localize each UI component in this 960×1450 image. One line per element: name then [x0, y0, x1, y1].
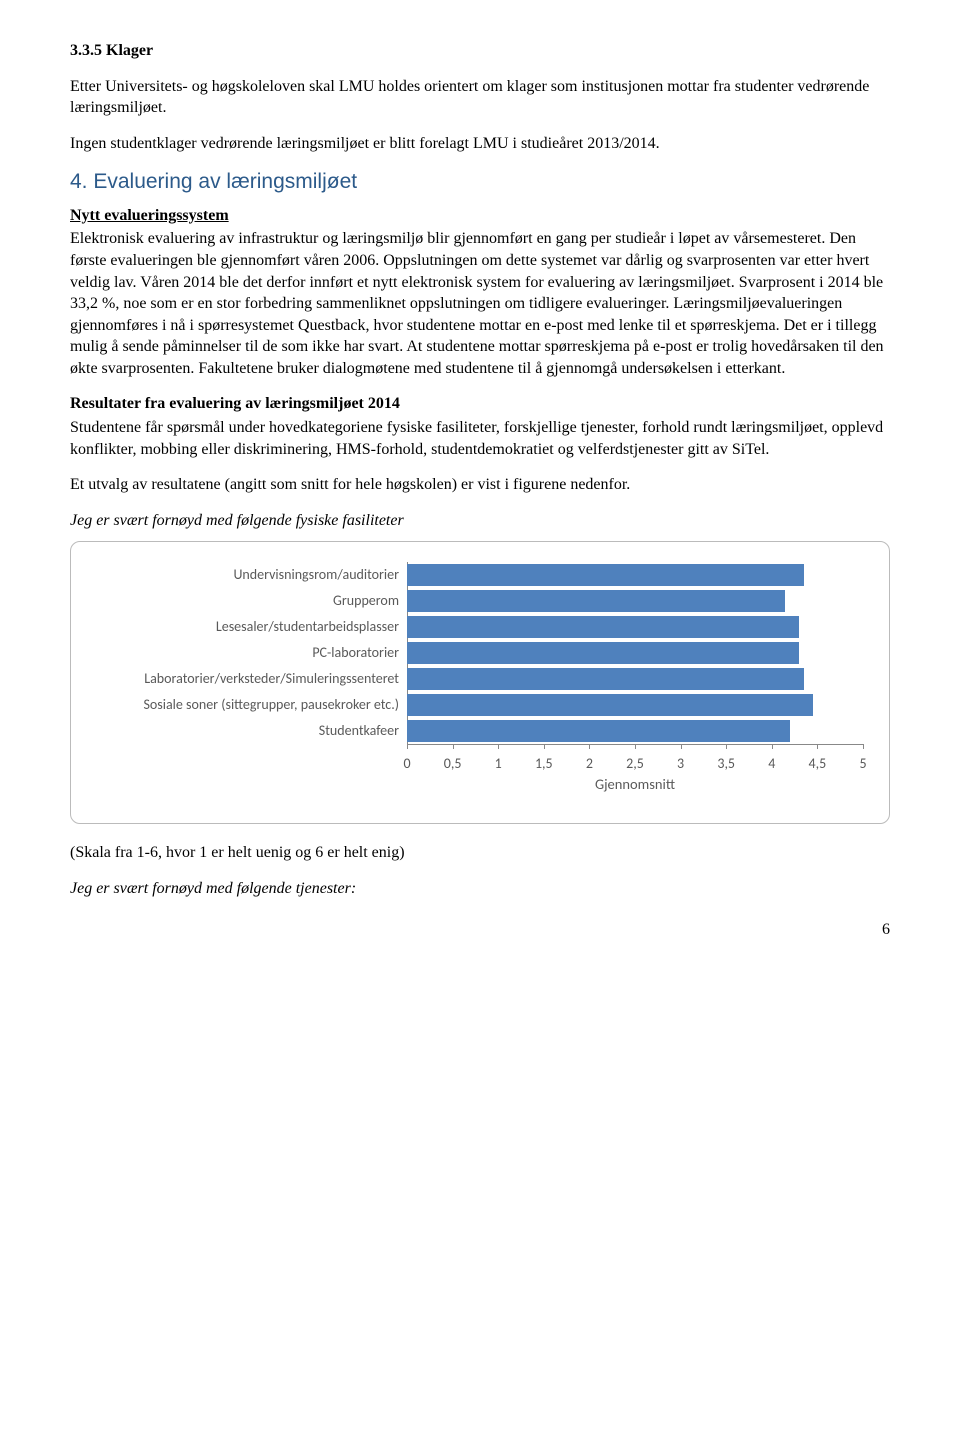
subheading-nytt-eval: Nytt evalueringssystem	[70, 205, 890, 227]
bar-row: Studentkafeer	[97, 718, 863, 744]
chart-inner: Undervisningsrom/auditorier Grupperom Lese…	[97, 562, 863, 795]
x-tick-label: 2	[586, 755, 593, 774]
bar-label: Grupperom	[97, 592, 407, 611]
heading-4: 4. Evaluering av læringsmiljøet	[70, 168, 890, 196]
bar-area	[407, 718, 863, 744]
bar-row: Laboratorier/verksteder/Simuleringssente…	[97, 666, 863, 692]
bar-fill	[407, 590, 785, 612]
bar-area	[407, 666, 863, 692]
bar-fill	[407, 694, 813, 716]
bar-area	[407, 692, 863, 718]
x-tick-label: 1,5	[535, 755, 553, 774]
bar-row: Undervisningsrom/auditorier	[97, 562, 863, 588]
page-number: 6	[70, 919, 890, 941]
tick-labels-wrap: 00,511,522,533,544,55	[97, 749, 863, 769]
tick-labels: 00,511,522,533,544,55	[407, 749, 863, 769]
bar-label: Laboratorier/verksteder/Simuleringssente…	[97, 670, 407, 689]
chart-title-italic: Jeg er svært fornøyd med følgende fysisk…	[70, 510, 890, 532]
bar-area	[407, 614, 863, 640]
x-tick-label: 2,5	[626, 755, 644, 774]
bar-area	[407, 588, 863, 614]
para-335-1: Etter Universitets- og høgskoleloven ska…	[70, 76, 890, 119]
heading-3-3-5: 3.3.5 Klager	[70, 40, 890, 62]
para-4-3: Et utvalg av resultatene (angitt som sni…	[70, 474, 890, 496]
bar-row: Sosiale soner (sittegrupper, pausekroker…	[97, 692, 863, 718]
x-tick-label: 3	[677, 755, 684, 774]
scale-note: (Skala fra 1-6, hvor 1 er helt uenig og …	[70, 842, 890, 864]
next-chart-title: Jeg er svært fornøyd med følgende tjenes…	[70, 878, 890, 900]
bar-row: PC-laboratorier	[97, 640, 863, 666]
bar-label: Lesesaler/studentarbeidsplasser	[97, 618, 407, 637]
para-4-2: Studentene får spørsmål under hovedkateg…	[70, 417, 890, 460]
subheading-resultater: Resultater fra evaluering av læringsmilj…	[70, 393, 890, 415]
chart-container: Undervisningsrom/auditorier Grupperom Lese…	[70, 541, 890, 824]
bar-area	[407, 562, 863, 588]
x-tick-label: 5	[859, 755, 866, 774]
axis-title-wrap: Gjennomsnitt	[97, 769, 863, 795]
bar-fill	[407, 642, 799, 664]
x-tick-label: 0	[403, 755, 410, 774]
x-tick-label: 4,5	[809, 755, 827, 774]
x-tick-label: 1	[495, 755, 502, 774]
para-4-1: Elektronisk evaluering av infrastruktur …	[70, 228, 890, 379]
bar-fill	[407, 668, 804, 690]
bar-fill	[407, 564, 804, 586]
bar-label: PC-laboratorier	[97, 644, 407, 663]
bar-fill	[407, 616, 799, 638]
bar-area	[407, 640, 863, 666]
bars-container: Undervisningsrom/auditorier Grupperom Lese…	[97, 562, 863, 744]
bar-label: Undervisningsrom/auditorier	[97, 566, 407, 585]
x-tick-label: 0,5	[444, 755, 462, 774]
bar-row: Lesesaler/studentarbeidsplasser	[97, 614, 863, 640]
bar-fill	[407, 720, 790, 742]
bar-row: Grupperom	[97, 588, 863, 614]
x-tick	[863, 744, 864, 749]
bar-label: Studentkafeer	[97, 722, 407, 741]
x-tick-label: 3,5	[717, 755, 735, 774]
para-335-2: Ingen studentklager vedrørende læringsmi…	[70, 133, 890, 155]
x-tick-label: 4	[768, 755, 775, 774]
bar-label: Sosiale soner (sittegrupper, pausekroker…	[97, 696, 407, 715]
x-axis-title: Gjennomsnitt	[407, 775, 863, 795]
